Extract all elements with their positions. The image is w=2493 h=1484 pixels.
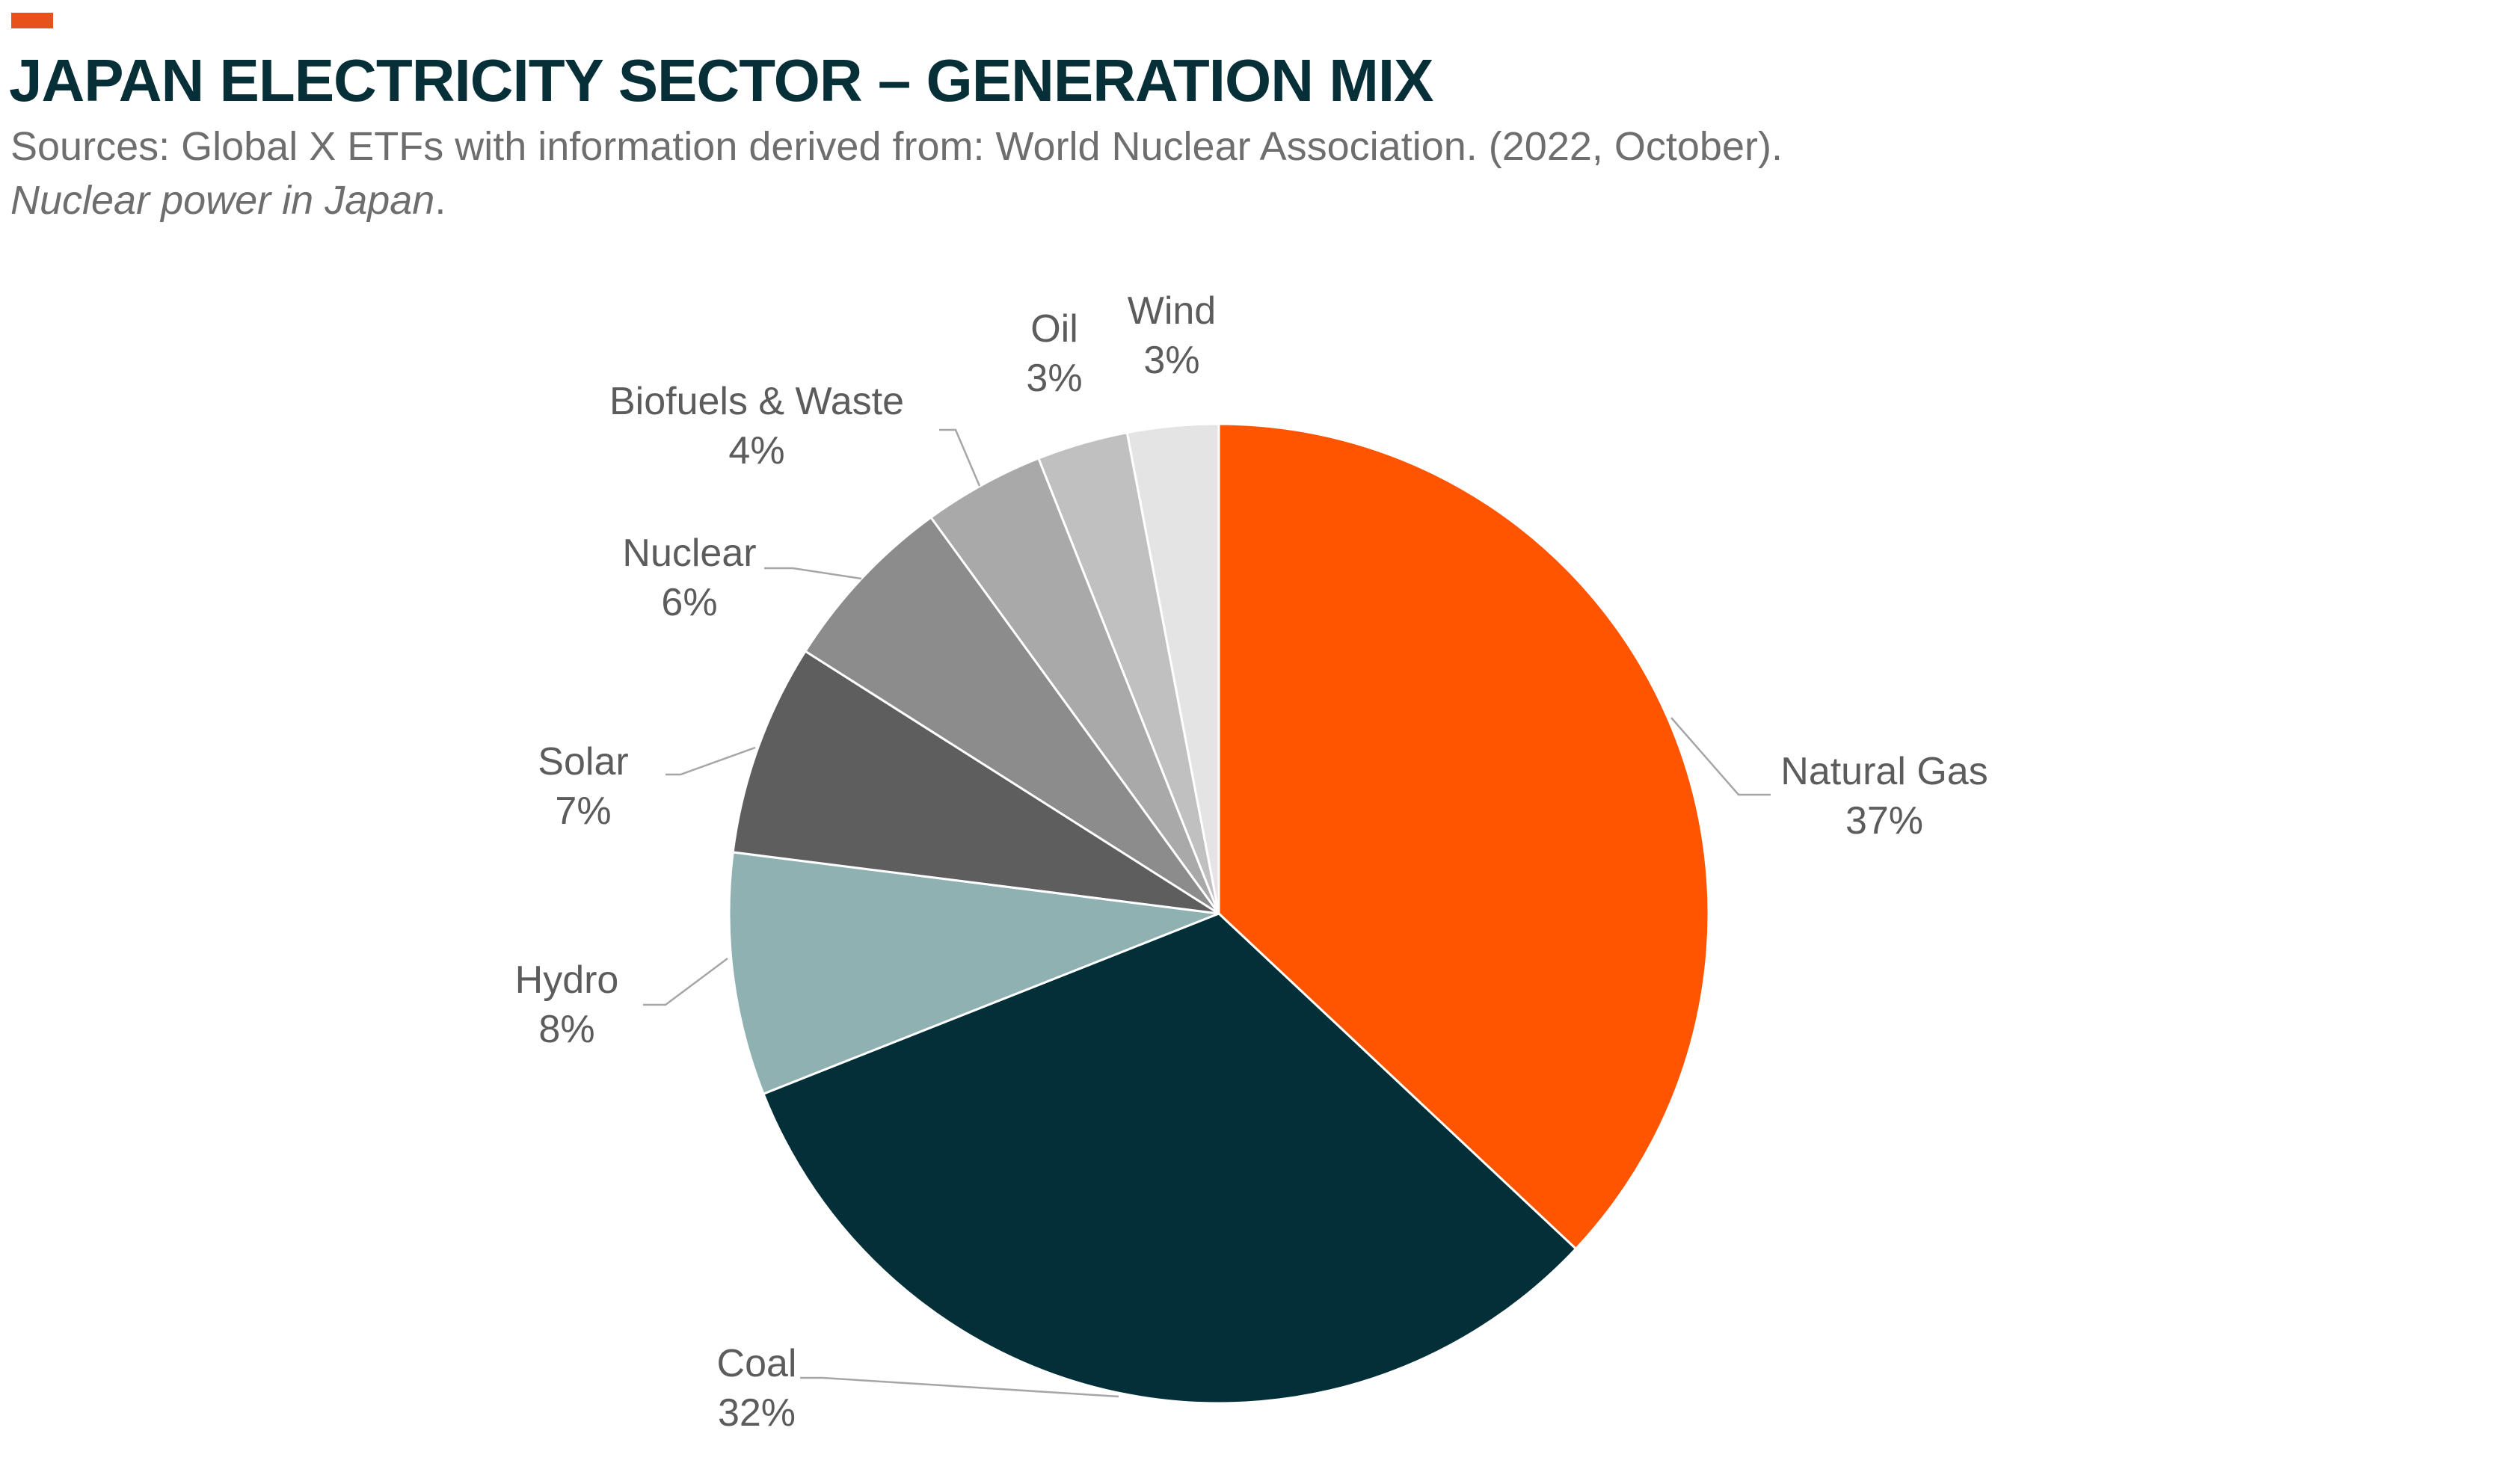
slice-label: Coal <box>717 1342 797 1385</box>
pie-slice-wind <box>1125 422 1220 914</box>
slice-labels: Natural Gas 37% Coal 32% Hydro 8% Solar 7% Nucle… <box>515 289 1988 1435</box>
source-line-1: Sources: Global X ETFs with information … <box>10 124 1783 169</box>
pie-slice-natural-gas <box>1217 422 1710 1251</box>
slice-label: Wind <box>1128 289 1216 333</box>
leader-line <box>665 746 756 776</box>
slice-value-label: 3% <box>1143 339 1199 382</box>
slice-label: Biofuels & Waste <box>609 380 904 423</box>
slice-label: Oil <box>1030 307 1078 351</box>
pie-slice-nuclear <box>803 515 1220 915</box>
chart-title: JAPAN ELECTRICITY SECTOR – GENERATION MI… <box>9 47 1433 114</box>
slice-label: Hydro <box>515 958 619 1002</box>
slice-value-label: 7% <box>555 789 611 833</box>
pie-slice-solar <box>731 649 1220 915</box>
pie-slice-hydro <box>728 851 1220 1096</box>
source-title: Nuclear power in Japan <box>10 178 435 223</box>
leader-line <box>800 1376 1119 1398</box>
leader-line <box>764 567 862 580</box>
leader-line <box>939 428 981 487</box>
slice-value-label: 3% <box>1026 357 1082 400</box>
leader-line <box>1670 717 1771 796</box>
accent-bar <box>11 13 53 28</box>
slice-value-label: 4% <box>728 429 784 472</box>
source-tail: . <box>434 178 446 223</box>
slice-value-label: 6% <box>661 581 717 624</box>
leader-line <box>643 957 728 1006</box>
slice-label: Solar <box>538 740 628 783</box>
leader-lines <box>643 428 1771 1398</box>
slice-value-label: 37% <box>1845 799 1923 843</box>
slice-value-label: 8% <box>538 1008 594 1051</box>
slice-label: Nuclear <box>622 532 756 575</box>
slice-value-label: 32% <box>718 1391 796 1435</box>
pie-slice-coal <box>762 912 1578 1405</box>
source-note: Sources: Global X ETFs with information … <box>10 120 1783 227</box>
pie-slices <box>728 422 1710 1405</box>
slice-label: Natural Gas <box>1780 750 1988 793</box>
source-line-2: Nuclear power in Japan. <box>10 173 1783 227</box>
